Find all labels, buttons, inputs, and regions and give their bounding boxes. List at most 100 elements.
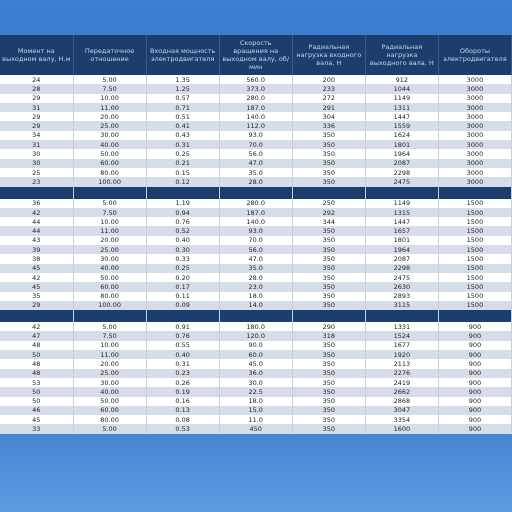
separator-cell — [0, 186, 74, 199]
cell: 43 — [0, 235, 74, 246]
cell: 180.0 — [219, 322, 293, 332]
cell: 2276 — [365, 368, 439, 378]
cell: 25 — [0, 167, 74, 178]
cell: 25.00 — [73, 121, 147, 131]
cell: 93.0 — [219, 130, 293, 141]
separator-cell — [292, 310, 366, 323]
cell: 48 — [0, 340, 74, 351]
cell: 291 — [292, 102, 366, 113]
cell: 31 — [0, 140, 74, 150]
cell: 900 — [438, 405, 512, 416]
cell: 350 — [292, 177, 366, 187]
cell: 350 — [292, 424, 366, 434]
cell: 350 — [292, 226, 366, 236]
cell: 90.0 — [219, 340, 293, 351]
cell: 35.0 — [219, 167, 293, 178]
cell: 350 — [292, 158, 366, 168]
cell: 350 — [292, 291, 366, 301]
cell: 0.17 — [146, 282, 220, 292]
table-row: 35 80.00 0.11 18.0 350 2893 1500 — [0, 291, 512, 301]
cell: 56.0 — [219, 149, 293, 159]
cell: 0.16 — [146, 396, 220, 406]
column-header: Обороты электродвигателя — [438, 35, 512, 75]
cell: 900 — [438, 368, 512, 378]
cell: 3000 — [438, 112, 512, 122]
cell: 0.53 — [146, 424, 220, 434]
cell: 0.30 — [146, 245, 220, 255]
cell: 3000 — [438, 167, 512, 178]
cell: 56.0 — [219, 245, 293, 255]
cell: 1524 — [365, 331, 439, 341]
separator-cell — [365, 310, 439, 323]
cell: 140.0 — [219, 217, 293, 227]
cell: 350 — [292, 415, 366, 425]
cell: 7.50 — [73, 84, 147, 94]
cell: 560.0 — [219, 75, 293, 85]
cell: 1500 — [438, 272, 512, 283]
separator-cell — [365, 186, 439, 199]
cell: 35 — [0, 291, 74, 301]
cell: 25.00 — [73, 245, 147, 255]
table-row: 45 40.00 0.25 35.0 350 2298 1500 — [0, 263, 512, 273]
cell: 47.0 — [219, 158, 293, 168]
cell: 10.00 — [73, 217, 147, 227]
cell: 2087 — [365, 158, 439, 168]
cell: 1964 — [365, 245, 439, 255]
cell: 60.0 — [219, 350, 293, 360]
cell: 29 — [0, 93, 74, 103]
cell: 10.00 — [73, 93, 147, 103]
cell: 900 — [438, 331, 512, 341]
cell: 3354 — [365, 415, 439, 425]
cell: 272 — [292, 93, 366, 103]
cell: 93.0 — [219, 226, 293, 236]
cell: 50.00 — [73, 149, 147, 159]
cell: 1500 — [438, 282, 512, 292]
separator-cell — [146, 310, 220, 323]
column-header: Скорость вращения на выходном валу, об/м… — [219, 35, 293, 75]
cell: 1500 — [438, 254, 512, 264]
cell: 350 — [292, 235, 366, 246]
cell: 3000 — [438, 84, 512, 94]
cell: 0.31 — [146, 359, 220, 369]
table-row: 50 40.00 0.19 22.5 350 2662 900 — [0, 387, 512, 397]
cell: 350 — [292, 245, 366, 255]
cell: 1.35 — [146, 75, 220, 85]
cell: 10.00 — [73, 340, 147, 351]
cell: 450 — [219, 424, 293, 434]
cell: 1311 — [365, 102, 439, 113]
cell: 35.0 — [219, 263, 293, 273]
table-row: 28 7.50 1.25 373.0 233 1044 3000 — [0, 84, 512, 94]
cell: 1500 — [438, 300, 512, 311]
table-row: 29 10.00 0.57 280.0 272 1149 3000 — [0, 93, 512, 103]
cell: 18.0 — [219, 396, 293, 406]
table-row: 43 20.00 0.40 70.0 350 1801 1500 — [0, 235, 512, 246]
cell: 900 — [438, 340, 512, 351]
cell: 912 — [365, 75, 439, 85]
cell: 48 — [0, 368, 74, 378]
cell: 350 — [292, 254, 366, 264]
cell: 0.09 — [146, 300, 220, 311]
header-row: Момент на выходном валу, Н.м Передаточное… — [0, 35, 512, 75]
cell: 1447 — [365, 112, 439, 122]
cell: 350 — [292, 263, 366, 273]
cell: 3000 — [438, 121, 512, 131]
cell: 40.00 — [73, 140, 147, 150]
cell: 30 — [0, 149, 74, 159]
cell: 45 — [0, 263, 74, 273]
cell: 28.0 — [219, 272, 293, 283]
cell: 3000 — [438, 149, 512, 159]
cell: 70.0 — [219, 235, 293, 246]
cell: 1559 — [365, 121, 439, 131]
table-row: 34 30.00 0.43 93.0 350 1624 3000 — [0, 130, 512, 141]
cell: 38 — [0, 254, 74, 264]
cell: 0.20 — [146, 272, 220, 283]
cell: 50.00 — [73, 272, 147, 283]
table-row: 33 5.00 0.53 450 350 1600 900 — [0, 424, 512, 434]
table-row: 31 40.00 0.31 70.0 350 1801 3000 — [0, 140, 512, 150]
cell: 23 — [0, 177, 74, 187]
cell: 29 — [0, 112, 74, 122]
cell: 5.00 — [73, 198, 147, 208]
cell: 1600 — [365, 424, 439, 434]
cell: 3000 — [438, 93, 512, 103]
cell: 350 — [292, 130, 366, 141]
